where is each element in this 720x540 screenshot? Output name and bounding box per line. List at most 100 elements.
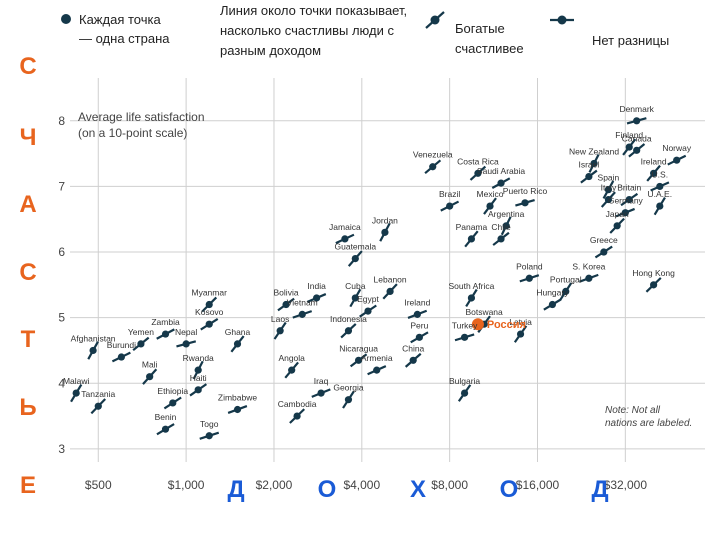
chart-title-line-2: (on a 10-point scale): [78, 126, 187, 140]
country-point: [276, 327, 284, 335]
country-point: [205, 432, 213, 440]
country-point: [233, 405, 242, 414]
country-point: [344, 396, 353, 404]
country-label: Saudi Arabia: [477, 166, 525, 176]
country-label: Panama: [456, 222, 488, 232]
country-point: [386, 287, 394, 296]
country-point: [409, 356, 417, 364]
y-tick-label: 8: [58, 114, 65, 128]
country-point: [585, 274, 593, 282]
country-label: Vietnam: [287, 297, 318, 307]
russia-point: [471, 318, 484, 331]
country-point: [351, 294, 359, 302]
country-label: Chile: [491, 222, 511, 232]
country-label: India: [307, 281, 326, 291]
country-label: China: [402, 343, 424, 353]
country-label: Ghana: [225, 327, 251, 337]
country-point: [502, 222, 510, 230]
country-label: Rwanda: [183, 353, 214, 363]
country-point: [521, 199, 529, 207]
country-label: Ireland: [404, 297, 430, 307]
x-tick-label: $32,000: [604, 478, 648, 492]
country-label: Ethiopia: [157, 386, 188, 396]
country-point: [497, 235, 505, 243]
country-label: Mali: [142, 360, 158, 370]
country-point: [194, 366, 202, 374]
country-point: [548, 300, 557, 309]
y-tick-label: 3: [58, 442, 65, 456]
country-point: [633, 146, 641, 154]
note-line-1: Note: Not all: [605, 405, 661, 416]
country-label: Zimbabwe: [218, 393, 257, 403]
country-label: Hungary: [536, 288, 569, 298]
country-label: Benin: [155, 412, 177, 422]
country-label: Argentina: [488, 209, 525, 219]
country-point: [656, 202, 664, 210]
legend-rich-text-2: счастливее: [455, 41, 524, 56]
chart-title-line-1: Average life satisfaction: [78, 110, 205, 124]
country-point: [460, 333, 469, 341]
country-point: [194, 386, 202, 394]
country-point: [604, 195, 613, 204]
country-label: Hong Kong: [632, 268, 675, 278]
legend-dot-text-1: Каждая точка: [79, 12, 161, 27]
country-label: Jordan: [372, 215, 398, 225]
country-point: [625, 195, 633, 204]
legend-nodiff-text: Нет разницы: [592, 33, 669, 48]
country-label: U.A.E.: [648, 189, 673, 199]
country-label: Indonesia: [330, 314, 367, 324]
country-label: Greece: [590, 235, 618, 245]
country-point: [137, 340, 145, 348]
side-letter-6: Ь: [19, 394, 36, 421]
country-point: [467, 235, 476, 243]
country-label: New Zealand: [569, 146, 619, 156]
country-label: Britain: [617, 183, 641, 193]
country-point: [474, 169, 482, 177]
country-point: [94, 402, 102, 410]
country-label: Israel: [578, 160, 599, 170]
country-label: Kosovo: [195, 307, 224, 317]
legend-dot-icon: [61, 14, 71, 24]
country-label: Lebanon: [374, 274, 407, 284]
country-label: South Africa: [449, 281, 495, 291]
country-label: Afghanistan: [71, 333, 116, 343]
country-point: [604, 186, 613, 194]
country-label: Cambodia: [278, 399, 317, 409]
country-point: [161, 330, 170, 338]
legend-line-desc-3: разным доходом: [220, 43, 321, 58]
country-point: [413, 310, 421, 318]
country-label: Puerto Rico: [503, 186, 548, 196]
legend-rich-text-1: Богатые: [455, 21, 505, 36]
country-point: [72, 389, 80, 397]
bottom-letter-2: О: [318, 476, 337, 503]
x-tick-label: $500: [85, 478, 112, 492]
x-tick-label: $4,000: [343, 478, 380, 492]
axes: $500 $1,000 $2,000 $4,000 $8,000 $16,000 $32,0…: [58, 114, 647, 492]
country-point: [341, 235, 349, 243]
country-label: Norway: [662, 143, 692, 153]
country-point: [293, 412, 301, 420]
country-point: [600, 248, 608, 256]
y-tick-label: 5: [58, 311, 65, 325]
country-label: Zambia: [151, 317, 180, 327]
country-point: [460, 389, 469, 397]
bottom-letter-1: Д: [227, 476, 244, 503]
country-label: Armenia: [361, 353, 393, 363]
side-title: С Ч А С Т Ь Е: [19, 53, 36, 499]
country-point: [344, 327, 353, 335]
y-tick-label: 7: [58, 179, 65, 193]
x-tick-label: $16,000: [516, 478, 560, 492]
country-label: Poland: [516, 261, 543, 271]
country-label: U.S.: [652, 169, 669, 179]
country-point: [354, 356, 363, 364]
country-label: Botswana: [465, 307, 503, 317]
country-label: Georgia: [333, 383, 364, 393]
country-label: Haiti: [190, 373, 207, 383]
country-point: [317, 389, 325, 397]
country-label: Peru: [410, 320, 428, 330]
country-label: Portugal: [550, 274, 582, 284]
country-label: Egypt: [357, 294, 379, 304]
side-letter-2: Ч: [20, 124, 37, 151]
